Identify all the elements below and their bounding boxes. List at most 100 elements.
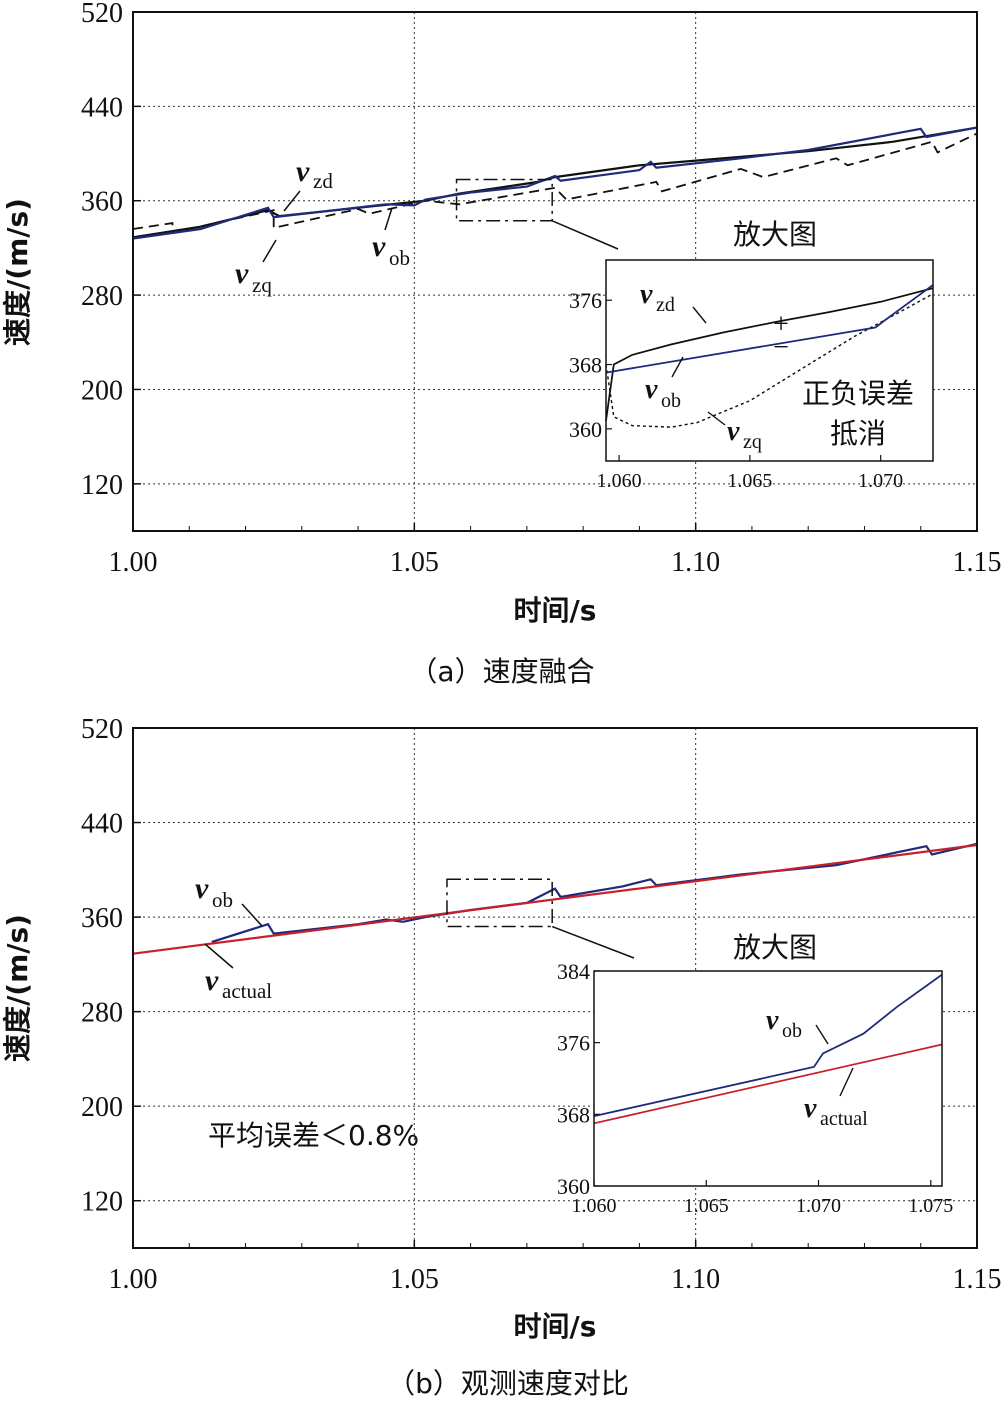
b-inset-ytick-label: 384 [557,959,590,984]
panel-a-inset-label-vzq: v zq [727,416,762,453]
b-xtick-label: 1.05 [390,1264,439,1295]
b-ytick-label: 520 [81,714,123,745]
panel-a-inset-label-vob: v ob [645,374,681,412]
b-series-v-actual [132,843,978,955]
a-ytick-label: 520 [81,0,123,29]
panel-a-inset-leader-vzd [692,306,707,324]
panel-a-label-vob: v ob [372,230,410,270]
panel-a-inset-leader-vzq [707,411,726,426]
panel-a-inset-note-line2: 抵消 [830,417,886,450]
panel-b-series [132,842,978,955]
panel-a-plot-frame [132,11,978,532]
a-ytick-label: 200 [81,375,123,406]
panel-a-inset-plus: + [773,309,789,340]
label-v: v [645,374,658,405]
panel-b-inset-label-vactual: v actual [804,1093,868,1130]
a-inset-xtick-label: 1.070 [858,470,903,492]
b-inset-xtick-label: 1.070 [796,1195,841,1217]
panel-b-inset-frame [593,970,943,1187]
b-inset-ytick-label: 376 [557,1031,590,1056]
panel-a-zoom-box [455,178,553,222]
panel-a-inset-frame [605,259,934,462]
panel-b-label-vob: v ob [195,872,233,912]
label-sub-ob: ob [389,246,410,270]
panel-b-inset-label-vob: v ob [766,1005,802,1042]
label-sub-zd: zd [313,169,333,193]
panel-b-inset-series [593,973,943,1125]
panel-a-label-vzd: v zd [296,155,333,193]
panel-a-leader-vob [384,207,393,231]
label-sub-zd: zd [656,294,675,316]
b-ytick-label: 280 [81,998,123,1029]
panel-a-caption: （a）速度融合 [409,655,594,688]
label-v: v [195,872,209,905]
b-inset-ytick-label: 368 [557,1102,590,1127]
panel-b-xlabel: 时间/s [514,1310,597,1343]
b-series-v-ob [211,842,978,943]
label-sub-ob: ob [782,1020,802,1042]
a-inset-ytick-label: 376 [569,288,602,313]
label-v: v [766,1005,779,1036]
panel-a-inset-background [606,260,933,461]
panel-b-ticks: 120 200 280 360 440 520 1.00 1.05 1.10 1.15 [81,714,1002,1295]
a-inset-xtick-label: 1.060 [597,470,642,492]
b-inset-series-v-ob [593,973,943,1117]
b-xtick-label: 1.15 [953,1264,1002,1295]
a-xtick-label: 1.05 [390,547,439,578]
label-sub-zq: zq [743,431,762,453]
panel-b-inset-title: 放大图 [733,931,817,964]
b-ytick-label: 200 [81,1092,123,1123]
b-ytick-label: 120 [81,1187,123,1218]
a-inset-ytick-label: 368 [569,353,602,378]
panel-b-plot-frame [132,727,978,1249]
panel-a-inset-note-line1: 正负误差 [802,377,914,410]
panel-a-inset-leader-vob [671,356,684,378]
panel-b-inset-ticks: 360 368 376 384 1.060 1.065 1.070 1.075 [557,959,953,1217]
label-sub-ob: ob [661,390,681,412]
panel-a-inset-label-vzd: v zd [640,279,675,316]
a-inset-series-v-ob [605,284,934,374]
b-inset-xtick-label: 1.065 [684,1195,729,1217]
label-v: v [296,155,310,188]
panel-b-caption: （b）观测速度对比 [387,1367,629,1400]
panel-a-zoom-connector [551,220,619,250]
panel-b-inset-leader-vob [815,1024,829,1045]
label-v: v [372,230,386,263]
panel-b-inset-leader-vactual [839,1067,854,1097]
b-inset-xtick-label: 1.075 [908,1195,953,1217]
panel-b-inset-background [594,971,942,1186]
panel-a-label-vzq: v zq [235,257,272,297]
label-v: v [727,416,740,447]
panel-b-mean-error-note: 平均误差＜0.8% [208,1119,419,1152]
label-sub-actual: actual [820,1108,868,1130]
a-ytick-label: 440 [81,92,123,123]
b-inset-xtick-label: 1.060 [572,1195,617,1217]
label-sub-ob: ob [212,888,233,912]
label-v: v [235,257,249,290]
a-series-v-zd [132,126,978,239]
panel-a-leader-vzq [262,239,277,263]
a-ytick-label: 360 [81,187,123,218]
panel-a-series [132,126,978,240]
a-inset-xtick-label: 1.065 [727,470,772,492]
panel-b-ylabel: 速度/(m/s) [1,914,34,1062]
b-xtick-label: 1.10 [671,1264,720,1295]
b-inset-series-v-actual [593,1043,943,1125]
panel-a-xlabel: 时间/s [514,594,597,627]
panel-a-ylabel: 速度/(m/s) [1,198,34,346]
label-v: v [205,964,219,997]
panel-a-inset-ticks: 360 368 376 1.060 1.065 1.070 [569,288,903,492]
a-inset-ytick-label: 360 [569,417,602,442]
panel-b-gridlines [133,728,977,1248]
panel-a-leader-vzd [283,190,301,212]
a-series-v-ob [132,126,978,240]
b-xtick-label: 1.00 [109,1264,158,1295]
panel-a-ticks: 120 200 280 360 440 520 1.00 1.05 1.10 1.15 [81,0,1002,578]
b-inset-ytick-label: 360 [557,1174,590,1199]
b-ytick-label: 440 [81,809,123,840]
label-sub-zq: zq [252,273,272,297]
panel-a-inset-minus: − [773,332,789,363]
